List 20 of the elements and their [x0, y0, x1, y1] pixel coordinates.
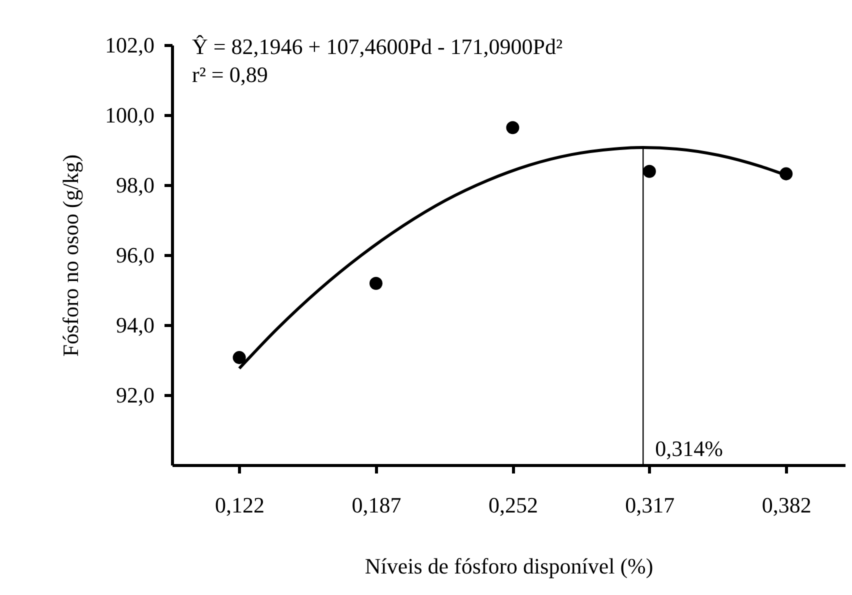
y-axis-title: Fósforo no osoo (g/kg): [58, 154, 83, 357]
point: [369, 276, 383, 290]
annotation: r² = 0,89: [192, 62, 268, 87]
ref-line-label: 0,314%: [655, 436, 723, 461]
point: [232, 351, 246, 364]
x-tick-label: 0,382: [762, 492, 812, 518]
y-tick-label: 102,0: [105, 32, 154, 58]
y-tick-label: 100,0: [105, 102, 154, 128]
annotation: Ŷ = 82,1946 + 107,4600Pd - 171,0900Pd²: [192, 34, 563, 59]
x-axis-title: Níveis de fósforo disponível (%): [364, 554, 654, 578]
y-tick-label: 98,0: [116, 172, 154, 198]
x-tick-label: 0,187: [352, 492, 402, 518]
point: [506, 121, 520, 134]
y-tick-label: 94,0: [116, 312, 154, 338]
y-tick-label: 96,0: [116, 242, 154, 268]
x-tick-label: 0,317: [625, 492, 675, 518]
x-tick-label: 0,122: [215, 492, 265, 518]
y-tick-label: 92,0: [116, 382, 154, 408]
point: [642, 164, 656, 178]
x-tick-label: 0,252: [488, 492, 538, 518]
